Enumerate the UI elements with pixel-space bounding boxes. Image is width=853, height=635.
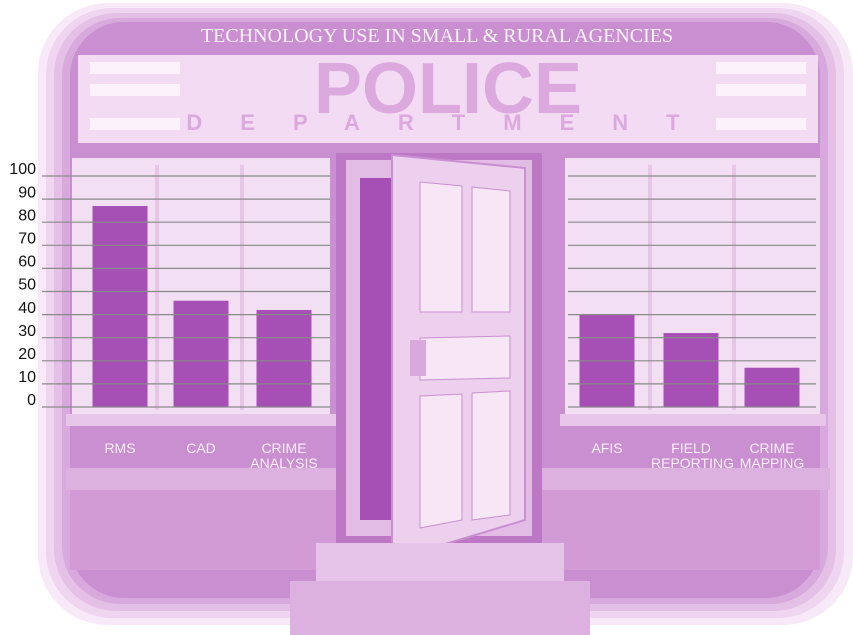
x-tick-label: CRIME MAPPING	[732, 441, 812, 471]
page: TECHNOLOGY USE IN SMALL & RURAL AGENCIES…	[0, 0, 853, 635]
x-tick-label: FIELD REPORTING	[651, 441, 731, 471]
y-tick-label: 0	[27, 392, 36, 409]
x-tick-label: CAD	[161, 441, 241, 456]
sign-subtitle: DEPARTMENT	[186, 110, 717, 135]
bar	[93, 206, 148, 407]
y-tick-label: 80	[18, 207, 36, 224]
x-tick-label: AFIS	[567, 441, 647, 456]
bar	[257, 310, 312, 407]
x-tick-label: RMS	[80, 441, 160, 456]
y-tick-label: 10	[18, 369, 36, 386]
y-tick-label: 30	[18, 323, 36, 340]
y-tick-label: 100	[9, 161, 36, 178]
x-tick-label: CRIME ANALYSIS	[244, 441, 324, 471]
bar	[174, 301, 229, 407]
y-tick-label: 20	[18, 346, 36, 363]
door	[336, 153, 542, 560]
bar	[664, 333, 719, 407]
chart: TECHNOLOGY USE IN SMALL & RURAL AGENCIES…	[0, 0, 853, 635]
y-tick-label: 50	[18, 277, 36, 294]
y-tick-label: 60	[18, 254, 36, 271]
y-tick-label: 70	[18, 231, 36, 248]
y-axis: 0 10 20 30 40 50 60 70 80 90 100	[9, 161, 36, 409]
bar	[745, 368, 800, 407]
chart-title: TECHNOLOGY USE IN SMALL & RURAL AGENCIES	[201, 25, 673, 47]
steps	[290, 543, 590, 635]
y-tick-label: 90	[18, 184, 36, 201]
y-tick-label: 40	[18, 300, 36, 317]
